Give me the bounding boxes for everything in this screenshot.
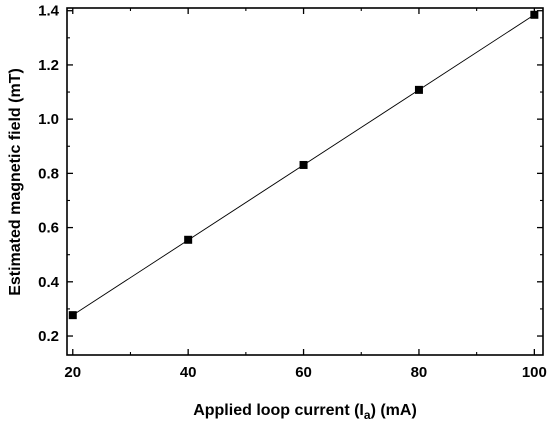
y-tick-label: 1.2 [38,57,59,74]
data-point [68,311,77,320]
data-point [184,235,193,244]
data-points [68,10,539,320]
data-point [530,10,539,19]
plot-frame [66,7,544,356]
x-tick-label: 40 [180,364,197,381]
y-tick-label: 0.4 [38,274,60,291]
y-tick-label: 1.0 [38,111,59,128]
y-tick-label: 0.8 [38,165,59,182]
x-tick-label: 60 [295,364,312,381]
y-tick-label: 0.2 [38,328,59,345]
x-axis-title: Applied loop current (Ia) (mA) [193,402,417,422]
x-tick-label: 80 [411,364,428,381]
y-tick-label: 1.4 [38,3,60,20]
y-tick-label: 0.6 [38,220,59,237]
y-axis-title: Estimated magnetic field (mT) [7,68,24,296]
x-tick-label: 20 [64,364,81,381]
x-tick-label: 100 [522,364,547,381]
ticks-layer: 20 40 60 80 100 0.2 0.4 0.6 0.8 1.0 1.2 1.4 [38,3,547,381]
data-point [414,85,423,94]
data-point [299,160,308,169]
